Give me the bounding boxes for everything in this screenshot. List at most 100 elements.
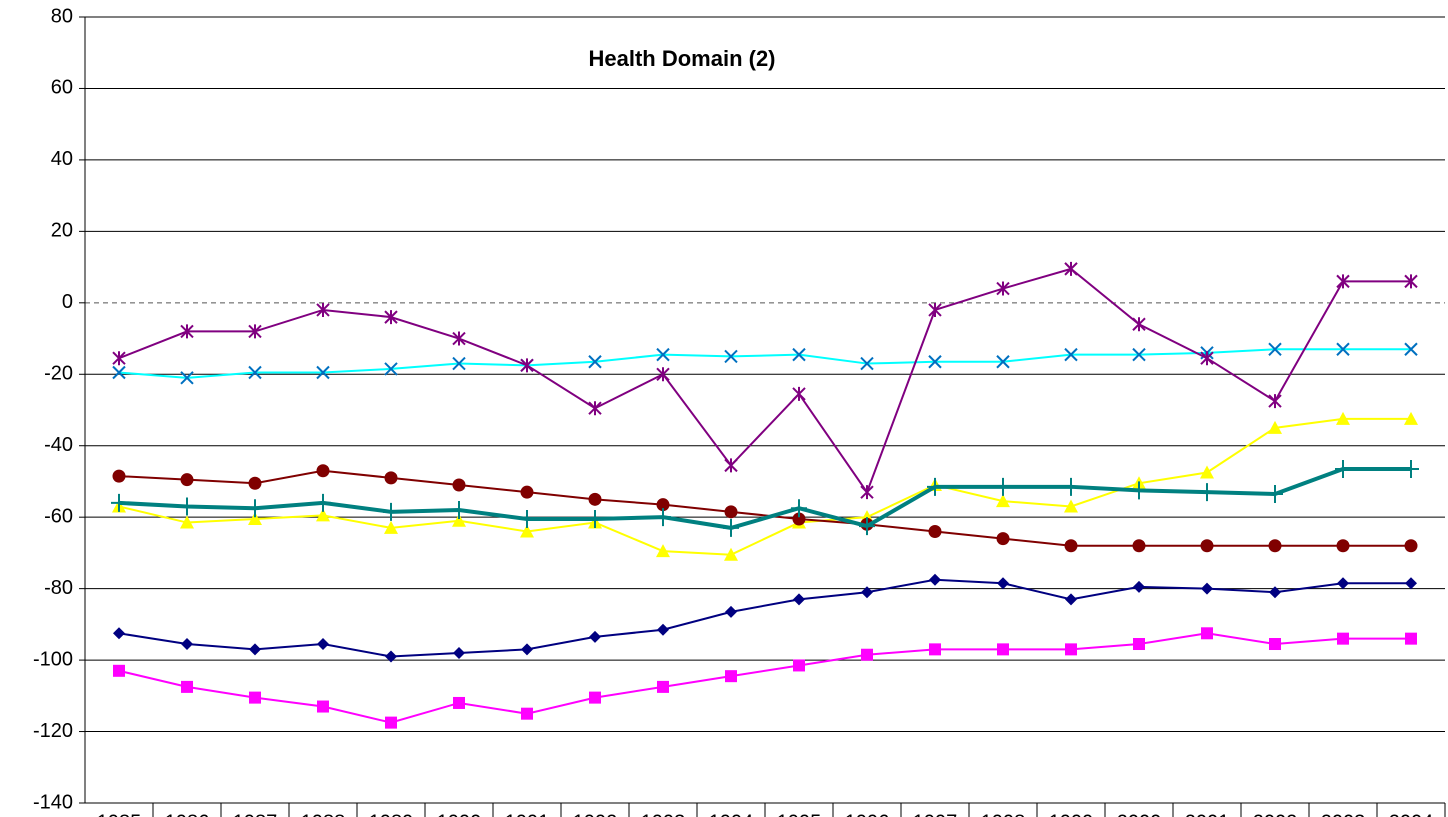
- marker: [724, 505, 738, 519]
- marker: [1267, 484, 1283, 503]
- marker: [1337, 632, 1349, 645]
- marker: [317, 638, 329, 651]
- marker: [1132, 317, 1146, 332]
- marker: [1336, 274, 1350, 289]
- marker: [1201, 582, 1213, 595]
- marker: [316, 365, 330, 380]
- marker: [588, 401, 602, 416]
- x-tick-label: 1986: [165, 811, 210, 817]
- marker: [520, 524, 534, 538]
- marker: [587, 509, 603, 528]
- marker: [453, 696, 465, 709]
- marker: [384, 362, 398, 376]
- marker: [519, 509, 535, 528]
- marker: [724, 458, 738, 473]
- marker: [384, 310, 398, 325]
- marker: [316, 464, 330, 478]
- x-tick-label: 1998: [981, 811, 1026, 817]
- marker: [1133, 580, 1145, 593]
- series-line: [118, 469, 1411, 547]
- marker: [111, 493, 127, 512]
- marker: [249, 691, 261, 704]
- marker: [996, 355, 1010, 369]
- marker: [1269, 638, 1281, 651]
- marker: [521, 707, 533, 720]
- marker: [1336, 342, 1350, 356]
- marker: [929, 643, 941, 656]
- series-line: [118, 632, 1411, 724]
- x-tick-label: 1992: [573, 811, 618, 817]
- marker: [1132, 539, 1146, 553]
- marker: [1405, 577, 1417, 590]
- y-tick-label: 40: [51, 148, 73, 170]
- marker: [997, 643, 1009, 656]
- marker: [384, 471, 398, 485]
- x-tick-label: 1994: [709, 811, 754, 817]
- x-tick-label: 1995: [777, 811, 822, 817]
- series-line: [118, 267, 1411, 495]
- y-tick-label: -20: [44, 363, 73, 385]
- marker: [860, 485, 874, 500]
- marker: [1404, 411, 1418, 425]
- marker: [248, 365, 262, 380]
- marker: [1268, 420, 1282, 434]
- marker: [725, 670, 737, 683]
- chart-title: Health Domain (2): [588, 46, 775, 71]
- marker: [452, 331, 466, 346]
- marker: [1132, 347, 1146, 362]
- marker: [656, 367, 670, 382]
- x-tick-label: 2003: [1321, 811, 1366, 817]
- marker: [316, 302, 330, 317]
- marker: [588, 355, 602, 369]
- y-tick-label: -80: [44, 577, 73, 599]
- marker: [724, 547, 738, 561]
- marker: [1268, 342, 1282, 356]
- marker: [451, 501, 467, 520]
- marker: [996, 281, 1010, 296]
- marker: [1064, 261, 1078, 276]
- marker: [385, 716, 397, 729]
- marker: [1064, 347, 1078, 362]
- marker: [113, 627, 125, 640]
- marker: [1404, 342, 1418, 356]
- marker: [861, 648, 873, 661]
- x-tick-label: 1993: [641, 811, 686, 817]
- marker: [656, 498, 670, 512]
- y-tick-label: -60: [44, 505, 73, 527]
- x-tick-label: 2001: [1185, 811, 1230, 817]
- x-tick-label: 1989: [369, 811, 414, 817]
- marker: [996, 494, 1010, 508]
- marker: [1133, 638, 1145, 651]
- marker: [589, 630, 601, 643]
- marker: [1404, 274, 1418, 289]
- marker: [452, 513, 466, 527]
- marker: [725, 605, 737, 618]
- marker: [860, 356, 874, 371]
- marker: [180, 324, 194, 339]
- marker: [1065, 643, 1077, 656]
- marker: [792, 347, 806, 362]
- marker: [453, 646, 465, 659]
- marker: [588, 492, 602, 506]
- marker: [1404, 539, 1418, 553]
- marker: [1268, 539, 1282, 553]
- x-tick-label: 1999: [1049, 811, 1094, 817]
- marker: [247, 499, 263, 518]
- marker: [112, 365, 126, 380]
- marker: [1063, 477, 1079, 496]
- marker: [1200, 539, 1214, 553]
- marker: [657, 623, 669, 636]
- marker: [656, 544, 670, 558]
- y-tick-label: 80: [51, 5, 73, 27]
- marker: [1403, 459, 1419, 478]
- marker: [248, 324, 262, 339]
- marker: [792, 386, 806, 401]
- marker: [179, 497, 195, 516]
- series-line: [118, 417, 1411, 556]
- x-tick-label: 1987: [233, 811, 278, 817]
- series-line: [118, 578, 1411, 658]
- marker: [1337, 577, 1349, 590]
- marker: [995, 477, 1011, 496]
- marker: [1131, 481, 1147, 500]
